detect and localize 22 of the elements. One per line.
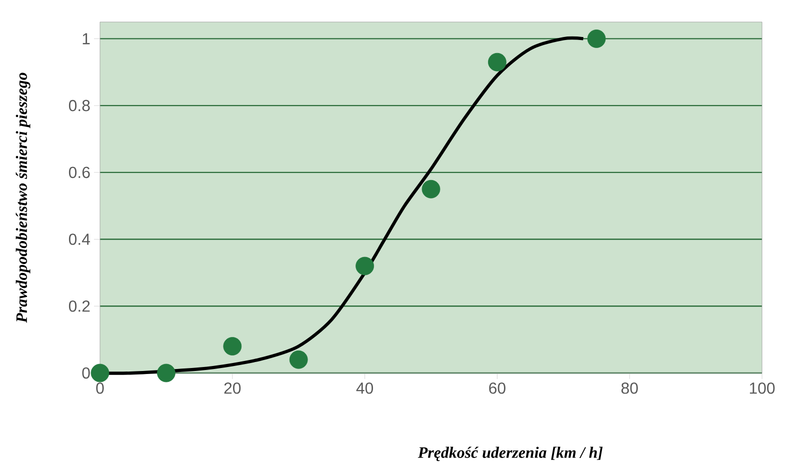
y-tick-label: 0 — [82, 367, 90, 379]
point — [356, 256, 374, 276]
point — [488, 52, 506, 72]
x-tick-label: 100 — [750, 382, 775, 394]
x-axis-title: Prędkość uderzenia [km / h] — [418, 446, 603, 462]
point — [422, 180, 440, 198]
x-tick-label: 60 — [489, 382, 506, 394]
y-axis-title: Prawdopodobieństwo śmierci pieszego — [16, 72, 30, 323]
point — [223, 337, 242, 356]
x-tick-label: 40 — [356, 382, 374, 394]
y-tick-label: 0.6 — [68, 166, 90, 178]
x-tick-label: 0 — [96, 382, 104, 394]
y-tick-label: 0.4 — [68, 234, 90, 245]
x-tick-label: 20 — [224, 382, 241, 394]
point — [157, 364, 176, 382]
point — [289, 350, 308, 369]
y-tick-label: 0.2 — [68, 300, 90, 312]
point — [90, 364, 110, 382]
point — [587, 30, 606, 48]
y-tick-label: 0.8 — [68, 100, 90, 112]
x-tick-label: 80 — [621, 382, 638, 394]
y-tick-label: 1 — [82, 33, 90, 44]
